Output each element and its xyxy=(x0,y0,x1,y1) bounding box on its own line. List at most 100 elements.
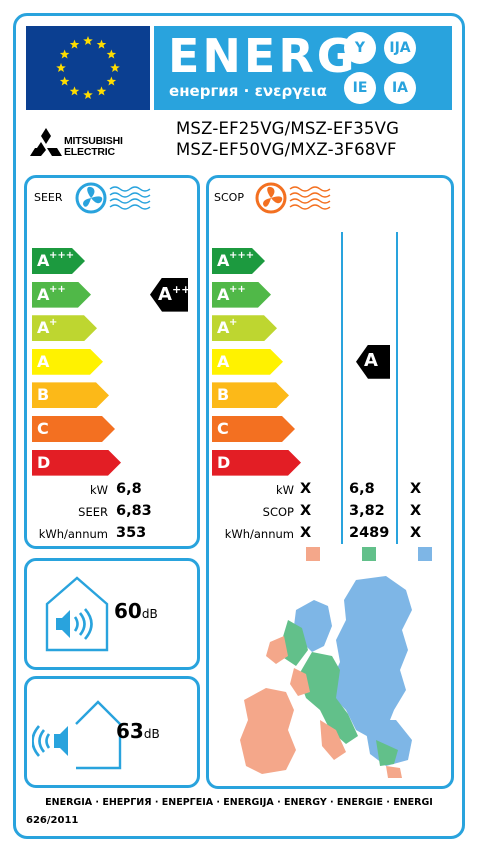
footer-languages: ENERGIA · ЕНЕРГИЯ · ΕΝΕΡΓΕΙΑ · ENERGIJA … xyxy=(45,797,433,808)
heating-class-bar: A + xyxy=(212,315,277,342)
cooling-class-label: A xyxy=(37,351,50,371)
indoor-house-speaker-icon xyxy=(45,576,109,652)
lang-code-y: Y xyxy=(344,32,376,64)
zone-swatch-cold xyxy=(306,547,320,561)
heating-kwh-cold: X xyxy=(300,525,312,541)
map-cold-zone xyxy=(240,636,402,778)
cooling-class-bar: A xyxy=(32,348,103,375)
cooling-rating-plus: ++ xyxy=(171,282,191,296)
brand-name: MITSUBISHI ELECTRIC xyxy=(64,136,123,158)
cooling-class-label: A xyxy=(37,284,50,304)
map-warm-zone xyxy=(294,576,412,766)
cooling-kw-label: kW xyxy=(89,483,108,497)
heating-kw-average: 6,8 xyxy=(349,481,375,497)
indoor-noise-unit: dB xyxy=(141,607,158,621)
europe-climate-zone-map xyxy=(240,576,412,778)
zone-divider-2 xyxy=(396,232,398,544)
heating-class-bar: A xyxy=(212,348,283,375)
heating-class-label: A xyxy=(217,284,230,304)
heating-class-bar: B xyxy=(212,382,289,409)
cooling-class-bar: D xyxy=(32,449,121,476)
heating-class-bar: D xyxy=(212,449,301,476)
model-line-1: MSZ-EF25VG/MSZ-EF35VG xyxy=(176,119,400,138)
heating-class-bar: C xyxy=(212,416,295,442)
eu-star xyxy=(59,76,70,86)
heating-class-label: A xyxy=(217,351,230,371)
cooling-class-bar: A + xyxy=(32,315,97,342)
heating-class-plus: + xyxy=(229,317,238,329)
cooling-class-label: D xyxy=(37,452,51,472)
outdoor-house-speaker-icon xyxy=(32,700,122,770)
heating-kw-warm: X xyxy=(410,481,422,497)
cooling-class-plus: + xyxy=(49,317,58,329)
heating-rating-base: A xyxy=(364,349,378,371)
eu-stars-icon xyxy=(56,36,120,100)
label-frame xyxy=(13,13,465,839)
outdoor-noise-value: 63dB xyxy=(116,719,160,743)
heating-fan-icon xyxy=(255,182,331,214)
heating-kw-cold: X xyxy=(300,481,312,497)
cooling-class-label: C xyxy=(37,419,49,438)
cooling-class-bar: A +++ xyxy=(32,248,85,274)
eu-star xyxy=(106,49,117,59)
outdoor-noise-panel xyxy=(24,676,200,788)
heating-class-bar: A ++ xyxy=(212,281,271,308)
heating-class-plus: ++ xyxy=(229,283,246,295)
heating-class-plus: +++ xyxy=(229,250,255,261)
outdoor-noise-unit: dB xyxy=(143,727,160,741)
heating-class-label: A xyxy=(217,318,230,338)
heating-scop-warm: X xyxy=(410,503,422,519)
heating-kw-label: kW xyxy=(275,483,294,497)
heating-scop-cold: X xyxy=(300,503,312,519)
heating-class-label: D xyxy=(217,452,231,472)
cooling-class-label: A xyxy=(37,251,50,270)
eu-star xyxy=(59,49,70,59)
cooling-class-bar: C xyxy=(32,416,115,442)
cooling-fan-icon xyxy=(75,182,151,214)
heating-scop-label: SCOP xyxy=(262,505,294,519)
energy-header: ENERG енергия · ενεργεια Y IJA IE IA xyxy=(154,26,452,110)
cooling-kw-value: 6,8 xyxy=(116,481,142,497)
heating-class-label: C xyxy=(217,419,229,438)
cooling-seer-value: 6,83 xyxy=(116,503,152,519)
cooling-rating-base: A xyxy=(158,283,172,305)
eu-star xyxy=(96,86,107,96)
regulation-number: 626/2011 xyxy=(26,815,79,826)
cooling-class-label: A xyxy=(37,318,50,338)
cooling-class-bar: B xyxy=(32,382,109,409)
eu-flag xyxy=(26,26,150,110)
heating-class-bar: A +++ xyxy=(212,248,265,274)
model-line-2: MSZ-EF50VG/MXZ-3F68VF xyxy=(176,140,397,159)
brand-name-line2: ELECTRIC xyxy=(64,146,115,158)
zone-divider-1 xyxy=(341,232,343,544)
heating-class-label: B xyxy=(217,385,230,405)
heating-class-label: A xyxy=(217,251,230,270)
heating-kwh-warm: X xyxy=(410,525,422,541)
mitsubishi-diamonds-icon xyxy=(30,128,62,156)
energy-title: ENERG xyxy=(168,29,358,83)
cooling-kwh-label: kWh/annum xyxy=(38,527,108,541)
lang-code-ie: IE xyxy=(344,72,376,104)
eu-star xyxy=(83,90,93,100)
cooling-kwh-value: 353 xyxy=(116,525,147,541)
lang-code-ija: IJA xyxy=(384,32,416,64)
cooling-title: SEER xyxy=(34,191,63,204)
map-average-zone xyxy=(282,620,398,766)
indoor-noise-number: 60 xyxy=(114,599,142,623)
lang-code-ia: IA xyxy=(384,72,416,104)
zone-swatch-average xyxy=(362,547,376,561)
eu-star xyxy=(96,39,107,49)
brand-name-line1: MITSUBISHI xyxy=(64,135,123,147)
indoor-noise-panel xyxy=(24,558,200,670)
heating-title: SCOP xyxy=(214,191,244,204)
heating-kwh-label: kWh/annum xyxy=(224,527,294,541)
cooling-class-label: B xyxy=(37,385,50,405)
heating-kwh-average: 2489 xyxy=(349,525,390,541)
indoor-noise-value: 60dB xyxy=(114,599,158,623)
cooling-class-plus: +++ xyxy=(49,250,75,261)
eu-star xyxy=(56,63,66,73)
eu-star xyxy=(69,39,80,49)
eu-star xyxy=(106,76,117,86)
eu-star xyxy=(69,86,80,96)
heating-scop-average: 3,82 xyxy=(349,503,385,519)
